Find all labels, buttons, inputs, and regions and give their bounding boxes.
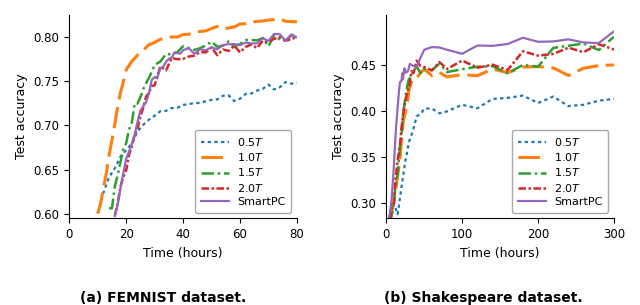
Legend: $0.5T$, $1.0T$, $1.5T$, $2.0T$, SmartPC: $0.5T$, $1.0T$, $1.5T$, $2.0T$, SmartPC [512, 130, 609, 213]
X-axis label: Time (hours): Time (hours) [143, 246, 223, 260]
X-axis label: Time (hours): Time (hours) [460, 246, 540, 260]
Text: (a) FEMNIST dataset.: (a) FEMNIST dataset. [80, 291, 246, 305]
Y-axis label: Test accuracy: Test accuracy [332, 74, 345, 160]
Legend: $0.5T$, $1.0T$, $1.5T$, $2.0T$, SmartPC: $0.5T$, $1.0T$, $1.5T$, $2.0T$, SmartPC [195, 130, 291, 213]
Text: (b) Shakespeare dataset.: (b) Shakespeare dataset. [384, 291, 582, 305]
Y-axis label: Test accuracy: Test accuracy [15, 74, 28, 160]
